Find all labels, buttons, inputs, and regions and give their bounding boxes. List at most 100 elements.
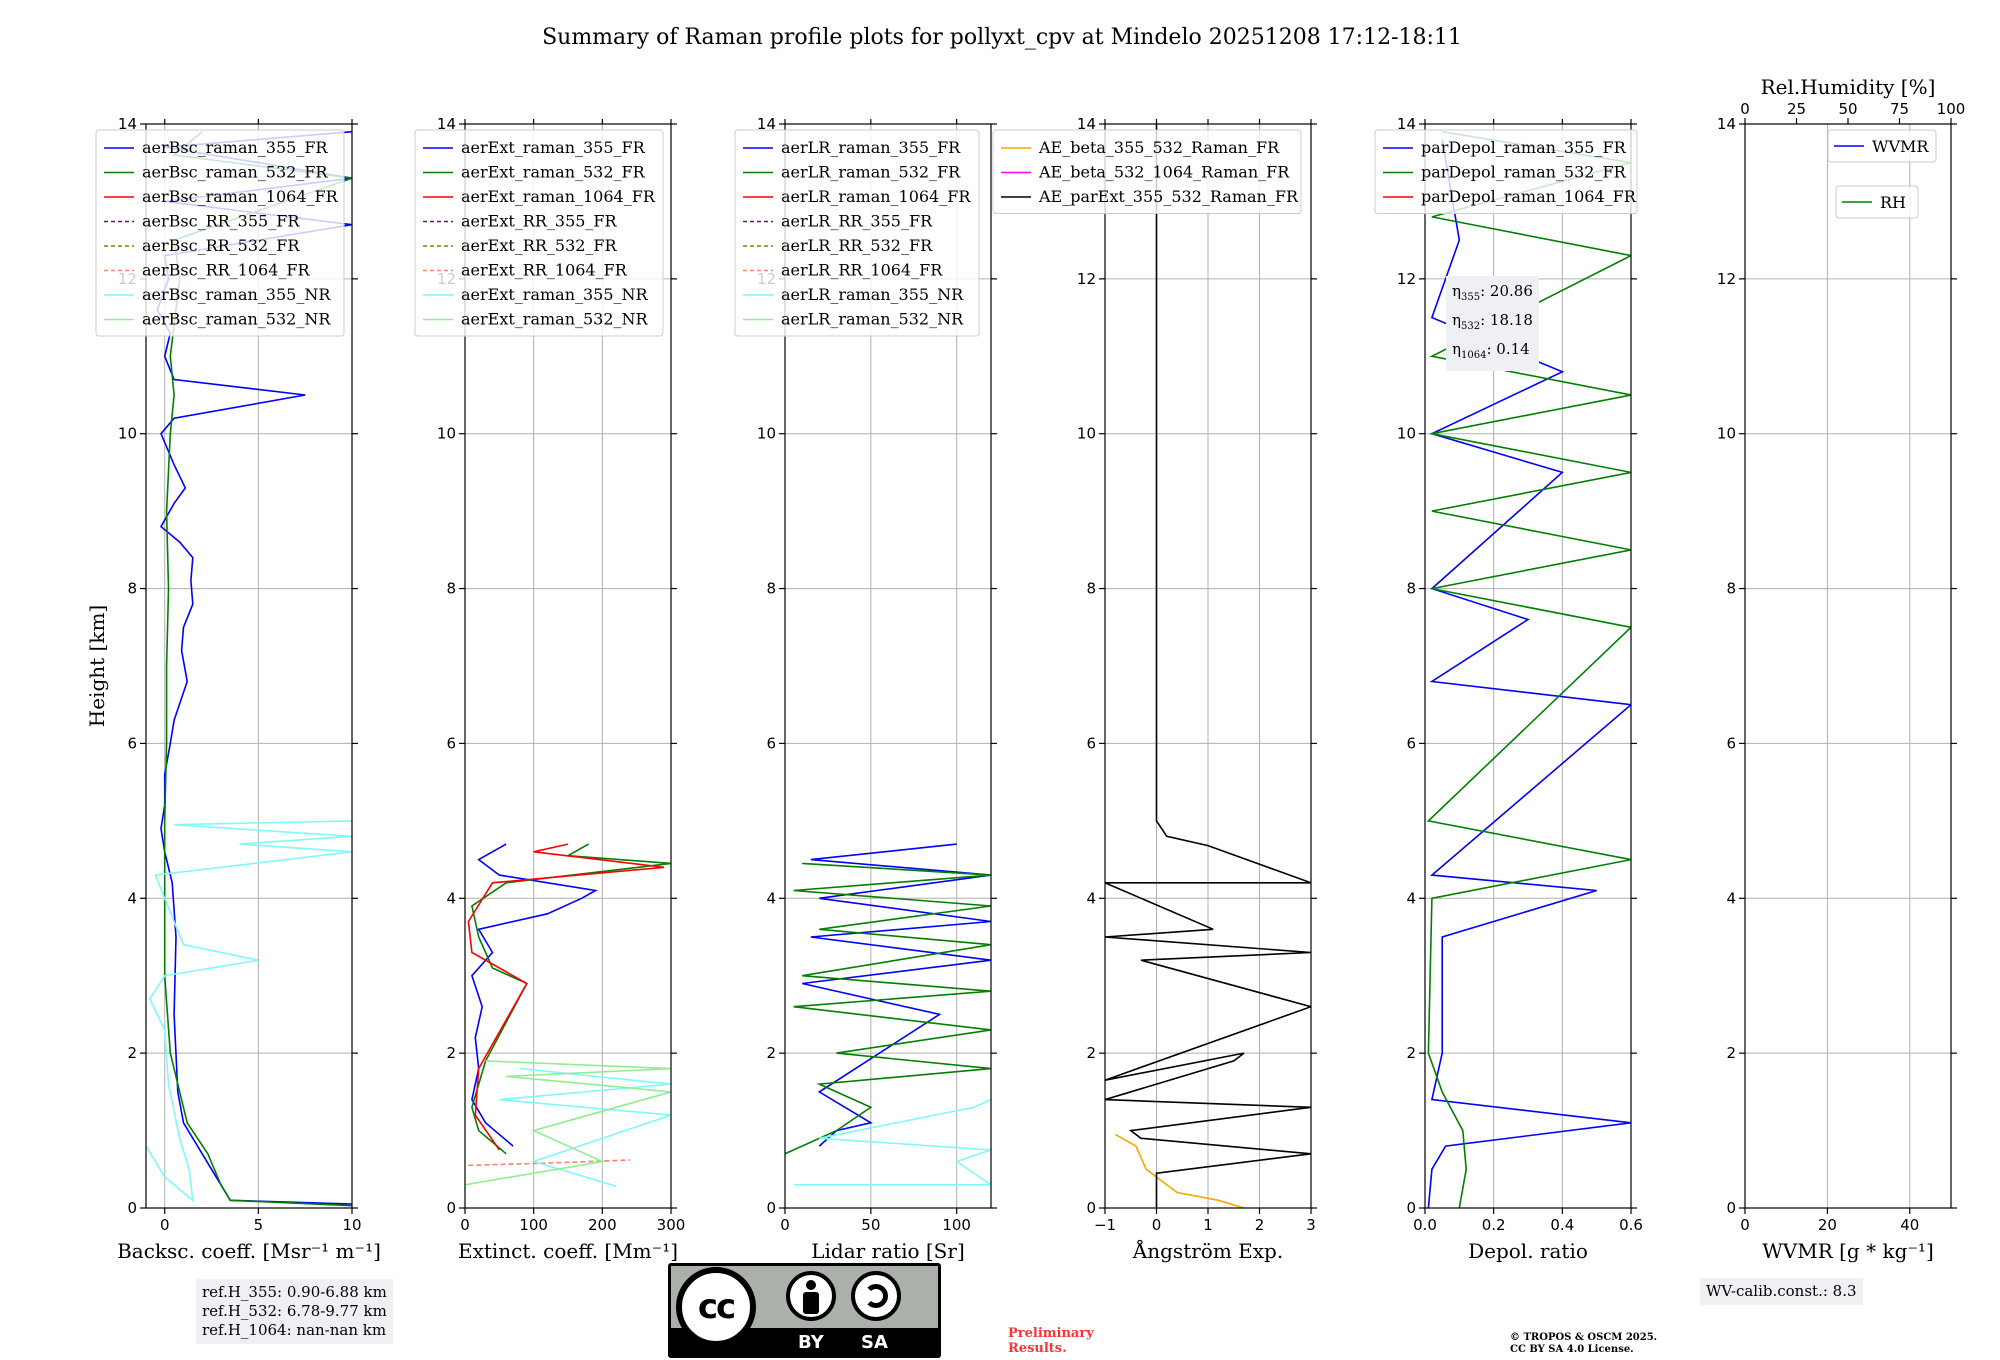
legend-entry: aerExt_raman_532_FR: [461, 163, 646, 182]
x-axis-label: Depol. ratio: [1468, 1239, 1588, 1263]
y-tick-label: 8: [766, 580, 776, 598]
y-tick-label: 14: [1077, 115, 1096, 133]
x-axis-label: Ångström Exp.: [1132, 1238, 1283, 1263]
y-tick-label: 2: [127, 1044, 137, 1062]
legend-entry: WVMR: [1872, 137, 1929, 156]
y-tick-label: 6: [127, 734, 137, 752]
series-group: [785, 843, 991, 1186]
y-tick-label: 2: [446, 1044, 456, 1062]
legend: WVMR RH: [1827, 129, 1937, 219]
y-tick-label: 0: [127, 1199, 137, 1217]
x-tick-label: 0.6: [1619, 1216, 1643, 1234]
y-tick-label: 10: [1397, 425, 1416, 443]
y-tick-label: 14: [1397, 115, 1416, 133]
legend-entry: parDepol_raman_355_FR: [1421, 138, 1627, 157]
y-tick-label: 8: [1726, 580, 1736, 598]
copyright-line-1: © TROPOS & OSCM 2025.: [1510, 1332, 1658, 1343]
eta-1064: η1064: 0.14: [1452, 340, 1530, 361]
legend-entry: aerExt_RR_532_FR: [461, 236, 618, 255]
legend-entry: aerLR_raman_355_NR: [781, 285, 964, 304]
y-tick-label: 0: [1406, 1199, 1416, 1217]
y-tick-label: 6: [446, 734, 456, 752]
copyright-notice: © TROPOS & OSCM 2025. CC BY SA 4.0 Licen…: [1510, 1332, 1657, 1356]
series-aerLR_raman_355_FR: [802, 843, 991, 1147]
legend-box: [1827, 129, 1937, 163]
y-tick-label: 2: [1406, 1044, 1416, 1062]
eta-355-value: 20.86: [1489, 282, 1533, 300]
legend-entry: aerExt_RR_1064_FR: [461, 261, 628, 280]
y-tick-label: 4: [1406, 889, 1416, 907]
legend: parDepol_raman_355_FR parDepol_raman_532_…: [1374, 129, 1638, 214]
y-tick-label: 6: [1406, 734, 1416, 752]
legend-entry: RH: [1880, 193, 1906, 212]
legend-entry: aerExt_raman_355_FR: [461, 138, 646, 157]
series-aerExt_raman_1064_FR: [467, 843, 665, 1151]
axes-frame: [1424, 123, 1632, 1209]
x-tick-label: 3: [1306, 1216, 1316, 1234]
x-tick-label: 0.0: [1413, 1216, 1437, 1234]
legend-entry: aerBsc_RR_355_FR: [142, 212, 300, 231]
legend: AE_beta_355_532_Raman_FR AE_beta_532_1064…: [992, 129, 1302, 214]
legend-entry: aerLR_raman_532_FR: [781, 163, 961, 182]
eta-box: η355: 20.86 η532: 18.18 η1064: 0.14: [1446, 276, 1539, 371]
y-tick-label: 6: [1086, 734, 1096, 752]
preliminary-line-2: Results.: [1008, 1341, 1067, 1356]
reference-height-box: ref.H_355: 0.90-6.88 km ref.H_532: 6.78-…: [196, 1279, 393, 1344]
x-tick-label: 100: [519, 1216, 548, 1234]
x-tick-label: 300: [657, 1216, 686, 1234]
legend-entry: aerLR_RR_532_FR: [781, 236, 933, 255]
eta-355: η355: 20.86: [1452, 282, 1533, 303]
legend-entry: AE_beta_355_532_Raman_FR: [1038, 138, 1280, 157]
axes-frame: [145, 123, 353, 1209]
y-tick-label: 8: [1406, 580, 1416, 598]
x-tick-label: 50: [861, 1216, 880, 1234]
legend-entry: aerLR_raman_532_NR: [781, 310, 964, 329]
y-tick-label: 0: [446, 1199, 456, 1217]
y-tick-label: 8: [446, 580, 456, 598]
series-parDepol_raman_355_FR: [1427, 139, 1631, 1208]
legend-entry: aerExt_raman_355_NR: [461, 285, 649, 304]
sa-label: SA: [861, 1332, 888, 1353]
x-tick-label: 0: [160, 1216, 170, 1234]
series-group: [1105, 124, 1311, 1208]
legend-entry: aerBsc_RR_1064_FR: [142, 261, 311, 280]
y-tick-label: 0: [766, 1199, 776, 1217]
x-tick-label: 40: [1900, 1216, 1919, 1234]
y-tick-label: 4: [1726, 889, 1736, 907]
series-aerLR_raman_532_FR: [785, 862, 991, 1155]
copyright-line-2: CC BY SA 4.0 License.: [1510, 1344, 1634, 1355]
figure-title: Summary of Raman profile plots for polly…: [542, 25, 1462, 50]
legend: aerBsc_raman_355_FR aerBsc_raman_532_FRae…: [95, 129, 345, 337]
y-tick-label: 10: [1717, 425, 1736, 443]
top-tick-label: 75: [1890, 100, 1909, 118]
x-tick-label: 0: [780, 1216, 790, 1234]
series-AE_beta_355_532_Raman_FR: [1114, 1133, 1245, 1208]
y-tick-label: 8: [127, 580, 137, 598]
legend-entry: aerLR_raman_355_FR: [781, 138, 961, 157]
legend-box: [414, 129, 664, 337]
legend-entry: aerBsc_RR_532_FR: [142, 236, 300, 255]
legend-entry: aerExt_raman_1064_FR: [461, 187, 656, 206]
y-tick-label: 10: [1077, 425, 1096, 443]
panel-backscatter: 024681012140510Backsc. coeff. [Msr⁻¹ m⁻¹…: [95, 115, 381, 1263]
axes-frame: [464, 123, 672, 1209]
legend-entry: aerExt_RR_355_FR: [461, 212, 618, 231]
series-aerExt_RR_1064_FR: [468, 1159, 630, 1167]
legend-box: [95, 129, 345, 337]
x-tick-label: 2: [1255, 1216, 1265, 1234]
legend-entry: aerExt_raman_532_NR: [461, 310, 649, 329]
wv-calibration-box: WV-calib.const.: 8.3: [1700, 1278, 1863, 1305]
y-tick-label: 12: [1717, 270, 1736, 288]
series-parDepol_raman_532_FR: [1426, 130, 1631, 1208]
x-tick-label: 5: [254, 1216, 264, 1234]
x-tick-label: 200: [588, 1216, 617, 1234]
x-axis-label: WVMR [g * kg⁻¹]: [1762, 1239, 1934, 1263]
legend-entry: aerBsc_raman_532_FR: [142, 163, 328, 182]
axes-frame: [784, 123, 992, 1209]
y-tick-label: 10: [118, 425, 137, 443]
series-aerExt_raman_532_NR: [465, 1060, 671, 1186]
x-axis-label: Lidar ratio [Sr]: [811, 1239, 965, 1263]
x-tick-label: 0: [1740, 1216, 1750, 1234]
